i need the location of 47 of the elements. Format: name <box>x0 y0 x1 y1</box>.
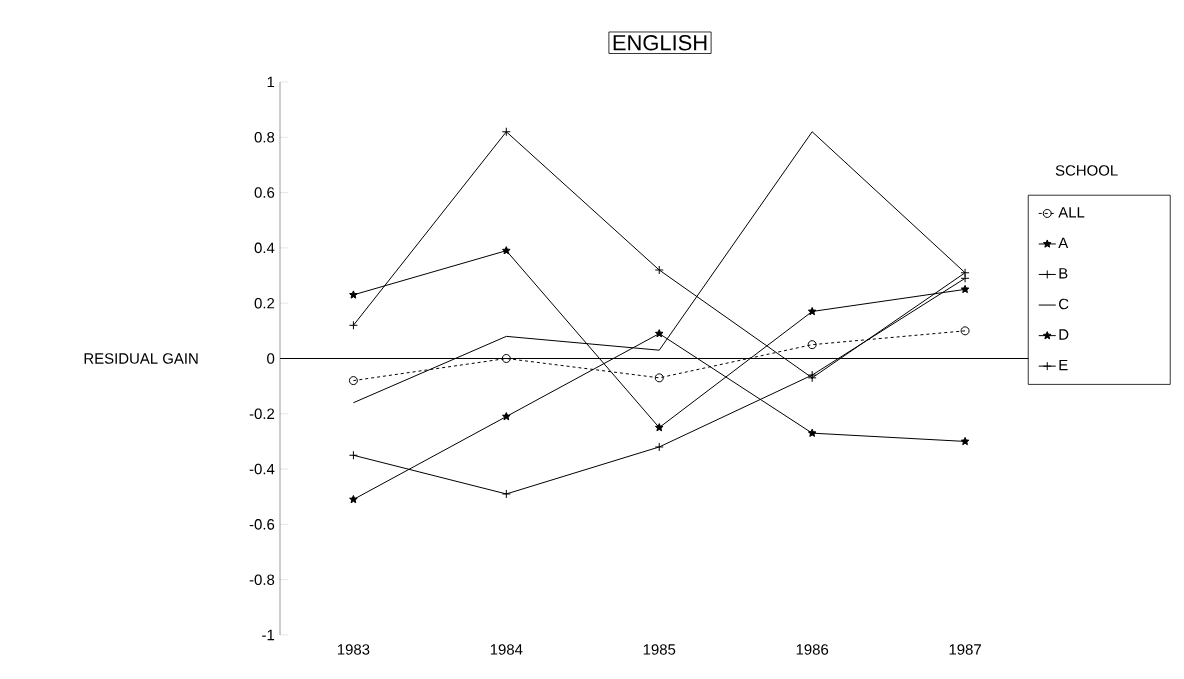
point <box>502 246 511 255</box>
legend-label: C <box>1059 298 1069 310</box>
point <box>807 306 817 316</box>
point <box>960 284 970 294</box>
y-tick-label: 0.2 <box>254 297 275 309</box>
y-tick-label: 0.8 <box>254 131 275 143</box>
y-tick-label: 0 <box>267 353 275 364</box>
y-tick-label: -0.6 <box>249 519 275 530</box>
legend-label: ALL <box>1058 207 1085 218</box>
point <box>501 489 511 499</box>
y-tick-label: 1 <box>267 76 275 88</box>
point <box>348 450 358 460</box>
x-tick-label: 1986 <box>796 644 829 655</box>
point <box>349 290 358 299</box>
chart-title: ENGLISH <box>613 34 707 51</box>
y-tick-label: -0.2 <box>249 408 275 420</box>
legend-label: D <box>1059 329 1069 340</box>
point <box>348 376 358 386</box>
y-axis-title: RESIDUAL GAIN <box>84 353 198 364</box>
y-tick-label: -0.4 <box>249 463 275 475</box>
point <box>807 428 817 437</box>
point <box>654 329 664 338</box>
point <box>501 127 511 137</box>
point <box>654 373 664 383</box>
x-tick-label: 1987 <box>949 644 981 655</box>
point <box>654 442 664 452</box>
point <box>348 320 358 330</box>
point <box>654 423 664 432</box>
legend-title: SCHOOL <box>1055 165 1118 176</box>
point <box>960 326 970 336</box>
point <box>960 436 970 446</box>
legend-label: B <box>1059 268 1068 279</box>
y-tick-label: -0.8 <box>249 574 275 585</box>
y-tick-label: 0.6 <box>254 187 275 198</box>
y-tick-label: 0.4 <box>254 242 275 254</box>
y-tick-label: -1 <box>262 629 275 641</box>
x-tick-label: 1985 <box>643 644 676 655</box>
point <box>502 412 511 421</box>
point <box>654 265 664 275</box>
x-tick-label: 1984 <box>490 644 523 655</box>
point <box>349 495 358 504</box>
legend-label: A <box>1058 237 1069 248</box>
point <box>960 273 970 283</box>
x-tick-label: 1983 <box>337 644 370 655</box>
point <box>501 353 511 363</box>
point <box>807 340 817 350</box>
legend-label: E <box>1059 359 1068 371</box>
